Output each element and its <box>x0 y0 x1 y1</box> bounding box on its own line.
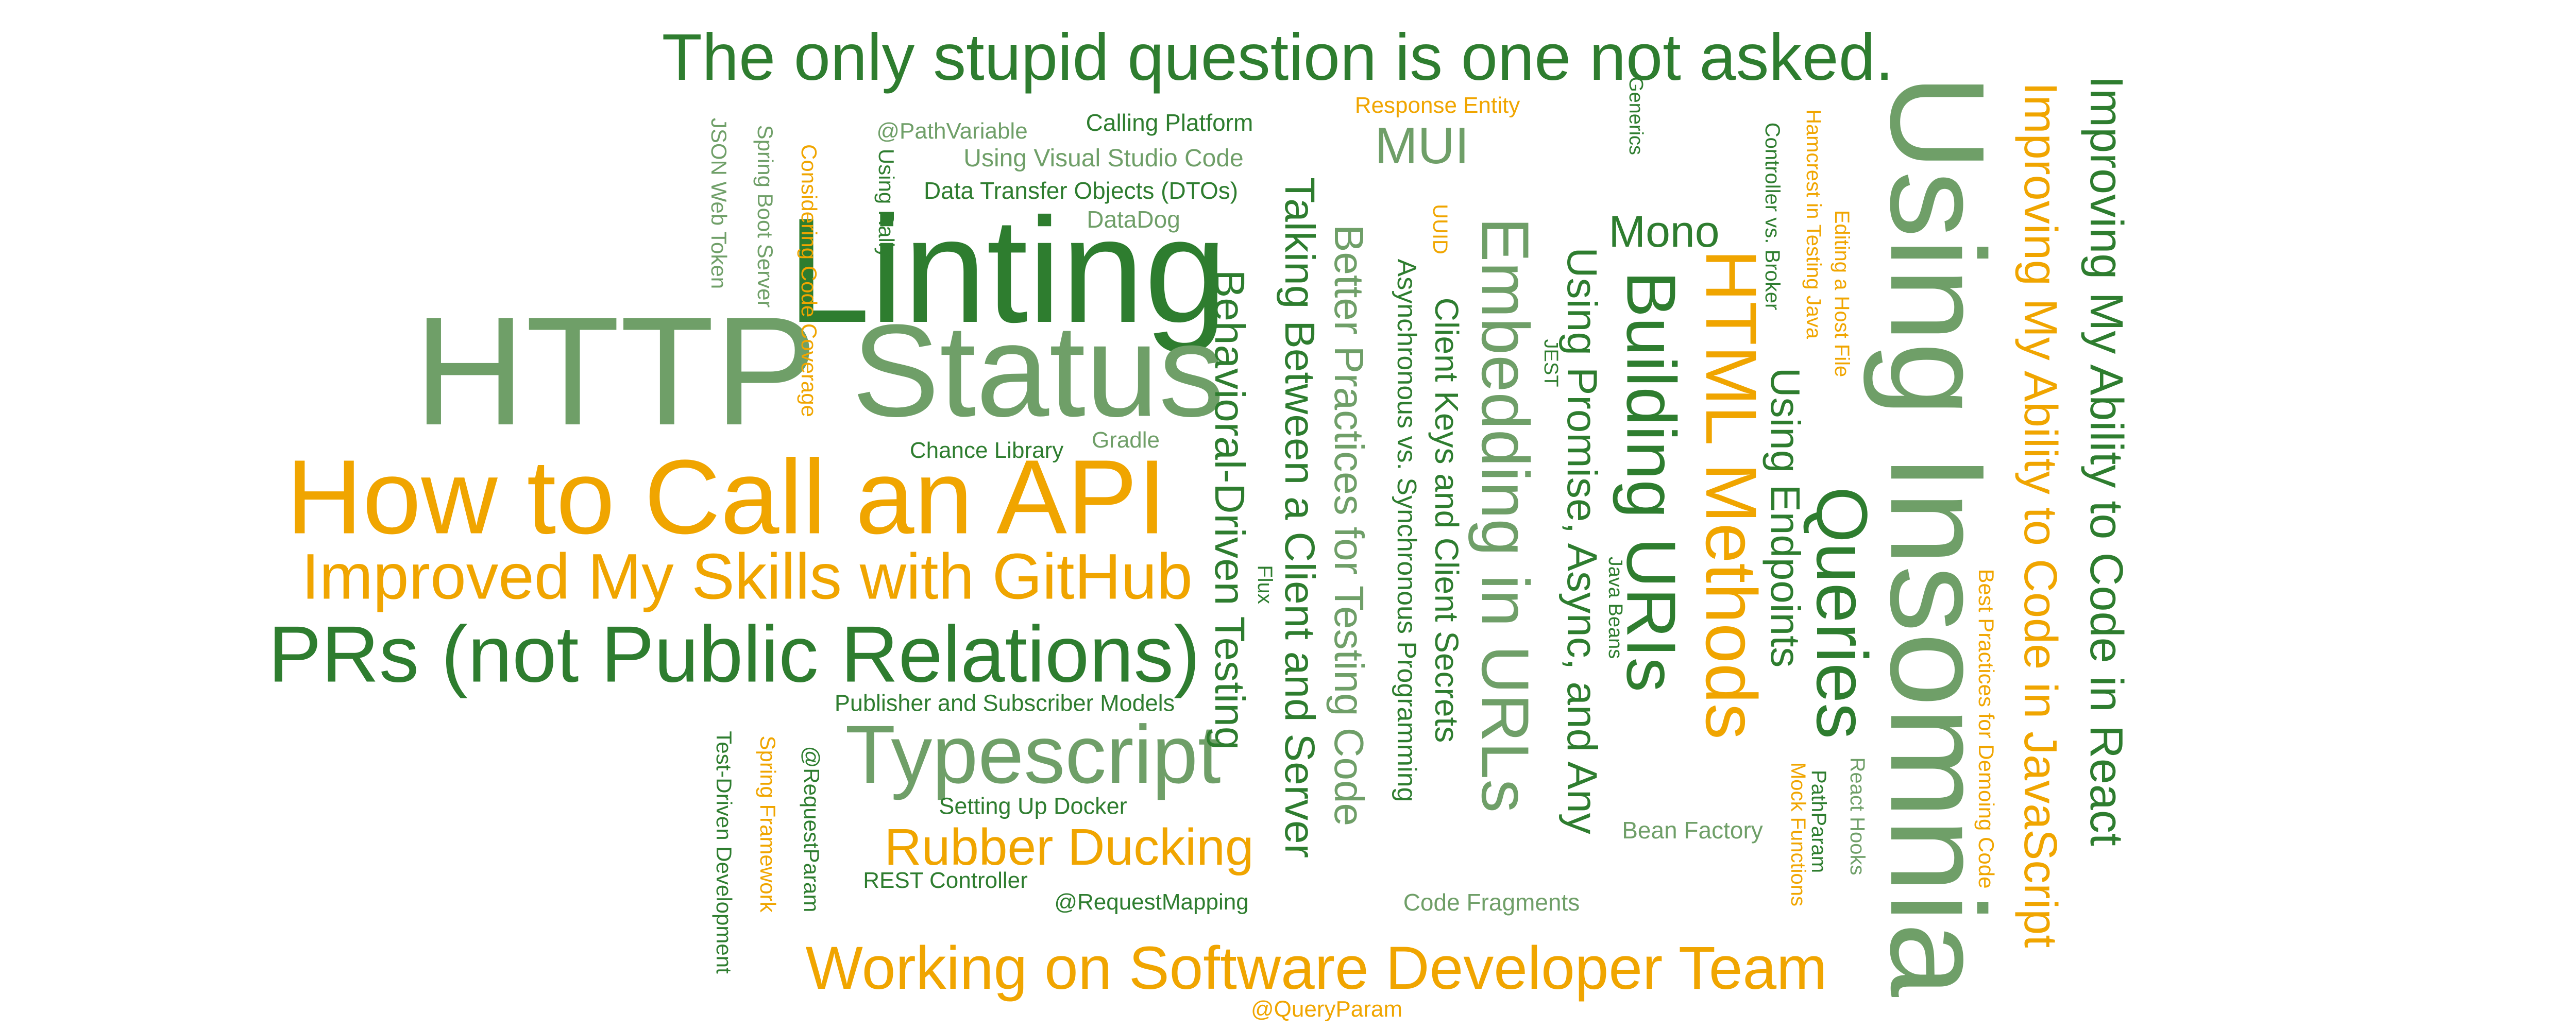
word-response-entity: Response Entity <box>1354 93 1520 118</box>
word-typescript: Typescript <box>845 708 1221 800</box>
word-using-endpoints: Using Endpoints <box>1762 367 1808 668</box>
word-publisher-subscriber: Publisher and Subscriber Models <box>834 690 1175 716</box>
word-embedding-urls: Embedding in URLs <box>1468 217 1543 813</box>
word-html-methods: HTML Methods <box>1691 249 1772 740</box>
word-setting-up-docker: Setting Up Docker <box>939 793 1127 819</box>
word-demoing-code: Best Practices for Demoing Code <box>1974 569 1998 889</box>
word-test-driven: Test-Driven Development <box>712 731 736 974</box>
word-bean-factory: Bean Factory <box>1622 817 1763 844</box>
word-github: Improved My Skills with GitHub <box>301 541 1193 613</box>
word-mono: Mono <box>1608 207 1720 256</box>
word-gradle: Gradle <box>1091 427 1160 453</box>
word-rubber-ducking: Rubber Ducking <box>884 818 1254 876</box>
word-request-param: @RequestParam <box>800 746 824 913</box>
word-http: HTTP <box>414 284 818 457</box>
word-mock-functions: Mock Functions <box>1787 762 1809 907</box>
word-ability-js: Improving My Ability to Code in JavaScri… <box>2014 82 2066 948</box>
word-dtos: Data Transfer Objects (DTOs) <box>923 177 1239 204</box>
word-using-rally: Using Rally <box>874 148 899 259</box>
word-call-api: How to Call an API <box>286 438 1167 556</box>
word-talking-client-server: Talking Between a Client and Server <box>1276 177 1323 858</box>
word-jest: JEST <box>1540 339 1562 387</box>
word-working-team: Working on Software Developer Team <box>805 934 1827 1002</box>
word-testing-code: Better Practices for Testing Code <box>1326 225 1372 826</box>
word-mui: MUI <box>1375 117 1469 175</box>
word-status: Status <box>852 297 1225 444</box>
word-code-coverage: Considering Code Coverage <box>797 144 821 417</box>
word-quote: The only stupid question is one not aske… <box>662 21 1894 94</box>
word-query-param: @QueryParam <box>1250 997 1403 1022</box>
word-uuid: UUID <box>1429 204 1451 254</box>
word-flux: Flux <box>1253 565 1276 604</box>
word-building-uris: Building URIs <box>1612 271 1690 692</box>
word-spring-framework: Spring Framework <box>756 735 780 913</box>
word-prs: PRs (not Public Relations) <box>268 609 1200 699</box>
word-async-programming: Asynchronous vs. Synchronous Programming <box>1392 259 1421 802</box>
word-path-param: PathParam <box>1807 769 1830 873</box>
word-rest-controller: REST Controller <box>863 868 1028 893</box>
word-datadog: DataDog <box>1087 206 1180 233</box>
word-generics: Generics <box>1625 76 1647 156</box>
word-host-file: Editing a Host File <box>1831 210 1853 377</box>
word-hamcrest: Hamcrest in Testing Java <box>1802 109 1825 339</box>
word-bdd: Behavioral-Driven Testing <box>1206 269 1253 750</box>
word-request-mapping: @RequestMapping <box>1054 889 1249 915</box>
word-chance-library: Chance Library <box>909 438 1064 463</box>
word-controller-broker: Controller vs. Broker <box>1761 122 1784 311</box>
word-code-fragments: Code Fragments <box>1403 889 1580 916</box>
word-ability-react: Improving My Ability to Code in React <box>2080 76 2132 846</box>
word-promise-async: Using Promise, Async, and Any <box>1558 247 1605 834</box>
word-client-keys: Client Keys and Client Secrets <box>1428 297 1465 743</box>
word-path-variable: @PathVariable <box>876 118 1028 144</box>
word-json-web-token: JSON Web Token <box>707 117 731 289</box>
word-spring-boot-server: Spring Boot Server <box>753 125 777 308</box>
word-calling-platform: Calling Platform <box>1086 109 1253 136</box>
word-using-vs-code: Using Visual Studio Code <box>963 145 1244 172</box>
word-linting: Linting <box>787 187 1228 354</box>
